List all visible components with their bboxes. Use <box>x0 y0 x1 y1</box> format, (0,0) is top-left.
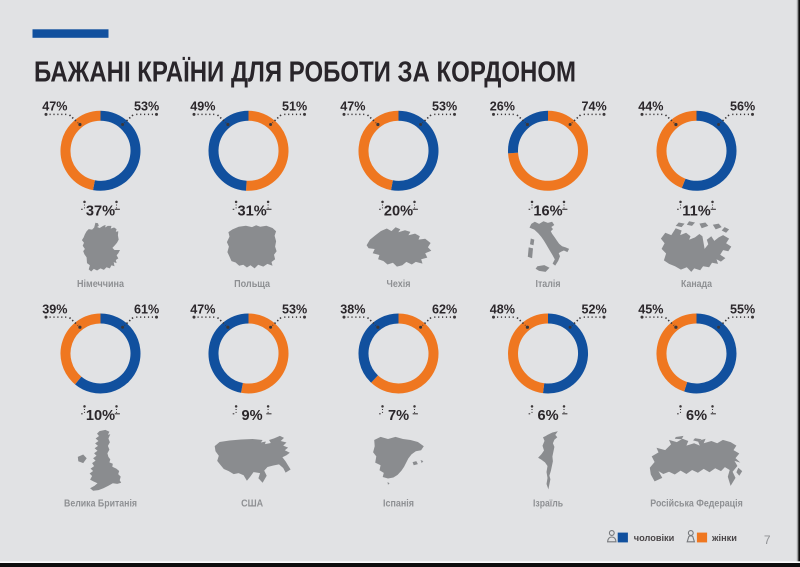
svg-text:жінки: жінки <box>711 533 737 543</box>
svg-text:61%: 61% <box>134 302 159 316</box>
svg-text:55%: 55% <box>730 302 755 316</box>
svg-text:Російська Федерація: Російська Федерація <box>650 498 743 509</box>
svg-text:7%: 7% <box>388 408 409 424</box>
svg-text:52%: 52% <box>582 302 607 316</box>
svg-text:53%: 53% <box>432 100 457 114</box>
svg-text:47%: 47% <box>42 100 67 114</box>
svg-text:Італія: Італія <box>536 279 561 290</box>
svg-text:45%: 45% <box>638 302 663 316</box>
svg-text:26%: 26% <box>490 100 515 114</box>
svg-text:37%: 37% <box>86 204 115 220</box>
svg-text:39%: 39% <box>42 302 67 316</box>
svg-text:7: 7 <box>764 533 771 547</box>
svg-text:БАЖАНІ КРАЇНИ ДЛЯ РОБОТИ ЗА КО: БАЖАНІ КРАЇНИ ДЛЯ РОБОТИ ЗА КОРДОНОМ <box>34 56 576 89</box>
svg-text:38%: 38% <box>340 302 365 316</box>
svg-text:9%: 9% <box>242 408 263 424</box>
svg-text:56%: 56% <box>730 100 755 114</box>
svg-text:чоловіки: чоловіки <box>634 533 675 543</box>
svg-text:6%: 6% <box>686 408 707 424</box>
svg-text:США: США <box>241 498 263 509</box>
svg-text:Канада: Канада <box>681 279 712 290</box>
svg-text:Польща: Польща <box>234 279 270 290</box>
svg-text:Німеччина: Німеччина <box>77 279 124 290</box>
svg-text:48%: 48% <box>490 302 515 316</box>
svg-text:Іспанія: Іспанія <box>383 498 414 509</box>
svg-text:47%: 47% <box>340 100 365 114</box>
svg-text:16%: 16% <box>533 204 562 220</box>
svg-text:10%: 10% <box>86 408 115 424</box>
svg-text:47%: 47% <box>190 302 215 316</box>
svg-text:6%: 6% <box>537 408 558 424</box>
svg-text:53%: 53% <box>134 100 159 114</box>
svg-text:44%: 44% <box>638 100 663 114</box>
svg-text:11%: 11% <box>682 204 710 220</box>
svg-text:62%: 62% <box>432 302 457 316</box>
svg-text:Чехія: Чехія <box>387 279 411 290</box>
svg-text:31%: 31% <box>237 204 266 220</box>
svg-text:Велика Британія: Велика Британія <box>64 498 137 509</box>
svg-text:74%: 74% <box>582 100 607 114</box>
svg-text:53%: 53% <box>282 302 307 316</box>
svg-text:49%: 49% <box>190 100 215 114</box>
svg-text:20%: 20% <box>384 204 413 220</box>
svg-text:51%: 51% <box>282 100 307 114</box>
svg-text:Ізраїль: Ізраїль <box>533 498 563 509</box>
